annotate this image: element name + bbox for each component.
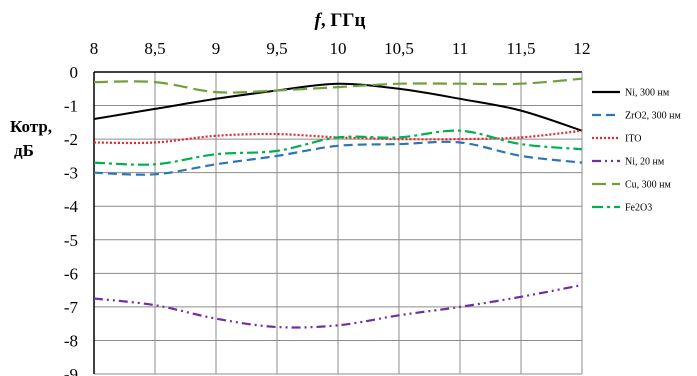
y-tick-label: -4 — [64, 197, 79, 216]
grid-lines — [94, 72, 583, 375]
y-axis-title-line2: дБ — [14, 141, 34, 160]
legend-label: Cu, 300 нм — [625, 180, 672, 191]
x-axis-title-rest: , ГГц — [321, 10, 366, 31]
x-tick-label: 8 — [90, 39, 99, 58]
y-tick-label: 0 — [70, 63, 79, 82]
legend-label: Ni, 300 нм — [625, 88, 670, 99]
series-line — [93, 77, 583, 94]
x-tick-label: 12 — [574, 39, 591, 58]
legend-label: ITO — [625, 134, 641, 145]
series-line — [93, 140, 583, 176]
y-tick-label: -7 — [64, 298, 79, 317]
series-line — [93, 284, 583, 329]
y-tick-label: -6 — [64, 264, 78, 283]
y-tick-label: -1 — [64, 97, 78, 116]
y-tick-label: -5 — [64, 231, 78, 250]
y-tick-label: -2 — [64, 130, 78, 149]
x-axis-title-italic: f — [315, 10, 323, 31]
x-tick-label: 11,5 — [506, 39, 535, 58]
y-tick-label: -3 — [64, 164, 78, 183]
series-line — [93, 129, 583, 166]
legend-label: Fe2O3 — [625, 203, 652, 214]
x-tick-label: 8,5 — [144, 39, 165, 58]
x-tick-label: 9,5 — [266, 39, 287, 58]
y-tick-labels: 0 -1 -2 -3 -4 -5 -6 -7 -8 -9 — [64, 63, 79, 376]
axes — [93, 71, 583, 374]
x-tick-label: 11 — [452, 39, 468, 58]
y-tick-label: -9 — [64, 365, 78, 376]
x-tick-label: 9 — [212, 39, 221, 58]
x-tick-label: 10 — [330, 39, 347, 58]
x-axis-title: f, ГГц — [315, 10, 366, 31]
y-axis-title-line1: Котр, — [10, 117, 52, 136]
legend-label: Ni, 20 нм — [625, 157, 665, 168]
series-lines — [93, 77, 583, 329]
y-tick-label: -8 — [64, 331, 78, 350]
series-line — [93, 82, 583, 132]
legend-label: ZrO2, 300 нм — [625, 111, 682, 122]
x-tick-label: 10,5 — [384, 39, 414, 58]
legend: Ni, 300 нм ZrO2, 300 нм ITO Ni, 20 нм Cu, 30… — [592, 88, 682, 214]
x-tick-labels: 8 8,5 9 9,5 10 10,5 11 11,5 12 — [90, 39, 591, 58]
